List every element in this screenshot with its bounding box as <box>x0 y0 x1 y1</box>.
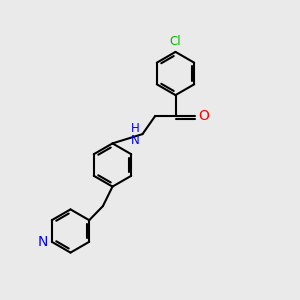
Text: N: N <box>38 235 48 249</box>
Text: Cl: Cl <box>170 35 181 48</box>
Text: O: O <box>198 109 209 123</box>
Text: H
N: H N <box>131 122 140 147</box>
